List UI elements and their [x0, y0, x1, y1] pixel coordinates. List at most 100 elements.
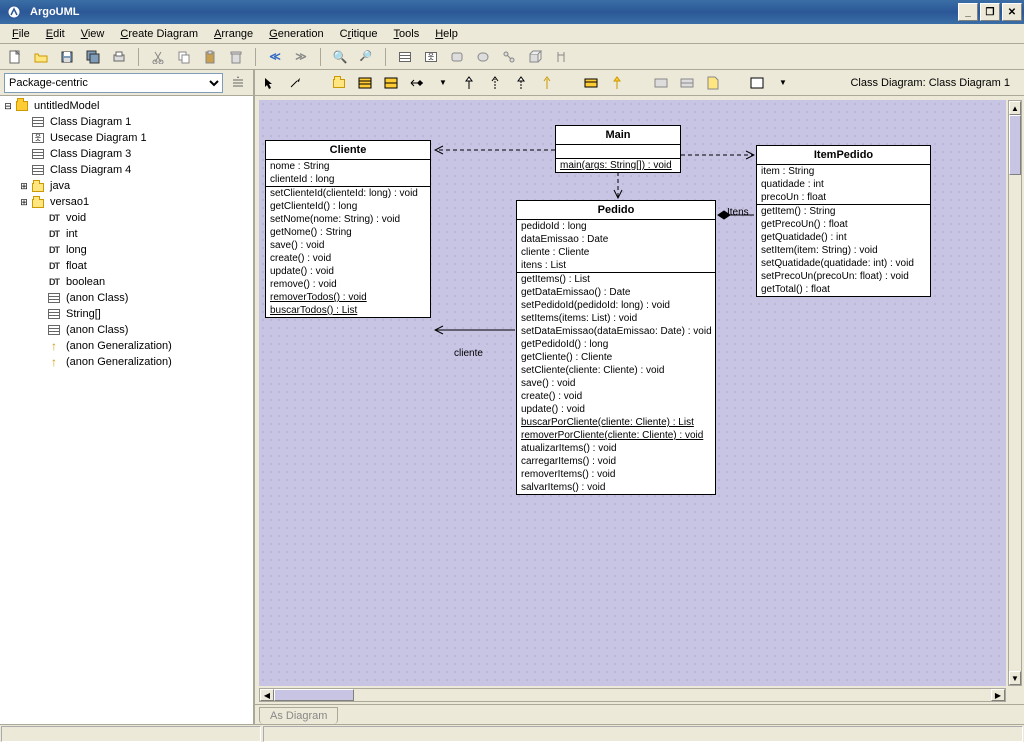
nav-back-icon[interactable]: ≪	[264, 46, 286, 68]
find-icon[interactable]: 🔍	[329, 46, 351, 68]
uml-operation[interactable]: getTotal() : float	[757, 283, 930, 296]
menu-arrange[interactable]: Arrange	[206, 26, 261, 42]
tree-item[interactable]: DTfloat	[2, 258, 251, 274]
uml-operation[interactable]: removerPorCliente(cliente: Cliente) : vo…	[517, 429, 715, 442]
maximize-button[interactable]: ❐	[980, 3, 1000, 21]
uml-operation[interactable]: getClienteId() : long	[266, 200, 430, 213]
scroll-right-icon[interactable]: ▶	[991, 689, 1005, 701]
uml-attribute[interactable]: pedidoId : long	[517, 220, 715, 233]
tree-item[interactable]: ⊞versao1	[2, 194, 251, 210]
attr-tool-icon[interactable]	[537, 73, 557, 93]
class-diagram-icon[interactable]	[394, 46, 416, 68]
tree-item[interactable]: ↑(anon Generalization)	[2, 354, 251, 370]
vertical-scrollbar[interactable]: ▲ ▼	[1008, 100, 1022, 686]
menu-generation[interactable]: Generation	[261, 26, 331, 42]
uml-operation[interactable]: save() : void	[266, 239, 430, 252]
uml-operation[interactable]: getPrecoUn() : float	[757, 218, 930, 231]
save-icon[interactable]	[56, 46, 78, 68]
uml-attribute[interactable]: cliente : Cliente	[517, 246, 715, 259]
uml-class-cliente[interactable]: Clientenome : StringclienteId : longsetC…	[265, 140, 431, 318]
delete-icon[interactable]	[225, 46, 247, 68]
uml-operation[interactable]: getItems() : List	[517, 273, 715, 286]
uml-attribute[interactable]: clienteId : long	[266, 173, 430, 186]
tab-as-diagram[interactable]: As Diagram	[259, 707, 338, 724]
uml-attribute[interactable]: nome : String	[266, 160, 430, 173]
tree-item[interactable]: ↑(anon Generalization)	[2, 338, 251, 354]
uml-operation[interactable]: getNome() : String	[266, 226, 430, 239]
real-tool-icon[interactable]	[511, 73, 531, 93]
uml-class-itempedido[interactable]: ItemPedidoitem : Stringquatidade : intpr…	[756, 145, 931, 297]
paste-icon[interactable]	[199, 46, 221, 68]
model-tree[interactable]: ⊟untitledModelClass Diagram 1웃Usecase Di…	[0, 96, 253, 724]
uml-operation[interactable]: create() : void	[517, 390, 715, 403]
nav-forward-icon[interactable]: ≫	[290, 46, 312, 68]
uml-operation[interactable]: setQuatidade(quatidade: int) : void	[757, 257, 930, 270]
menu-tools[interactable]: Tools	[386, 26, 428, 42]
tree-item[interactable]: ⊞java	[2, 178, 251, 194]
tree-item[interactable]: DTlong	[2, 242, 251, 258]
tree-item[interactable]: ⊟untitledModel	[2, 98, 251, 114]
uml-operation[interactable]: save() : void	[517, 377, 715, 390]
assoc-tool-icon[interactable]	[407, 73, 427, 93]
tree-item[interactable]: DTboolean	[2, 274, 251, 290]
tree-item[interactable]: Class Diagram 4	[2, 162, 251, 178]
scroll-up-icon[interactable]: ▲	[1009, 101, 1021, 115]
uml-operation[interactable]: salvarItems() : void	[517, 481, 715, 494]
uml-operation[interactable]: getCliente() : Cliente	[517, 351, 715, 364]
menu-edit[interactable]: Edit	[38, 26, 73, 42]
uml-operation[interactable]: setDataEmissao(dataEmissao: Date) : void	[517, 325, 715, 338]
menu-help[interactable]: Help	[427, 26, 466, 42]
uml-operation[interactable]: setNome(nome: String) : void	[266, 213, 430, 226]
uml-operation[interactable]: getItem() : String	[757, 205, 930, 218]
tree-toggle-icon[interactable]: ⊟	[2, 101, 14, 112]
dropdown-icon[interactable]: ▼	[433, 73, 453, 93]
select-tool-icon[interactable]	[259, 73, 279, 93]
deploy-diagram-icon[interactable]	[524, 46, 546, 68]
attr-add-icon[interactable]	[581, 73, 601, 93]
uml-operation[interactable]: carregarItems() : void	[517, 455, 715, 468]
close-button[interactable]: ✕	[1002, 3, 1022, 21]
tree-toggle-icon[interactable]: ⊞	[18, 197, 30, 208]
uml-operation[interactable]: setPrecoUn(precoUn: float) : void	[757, 270, 930, 283]
tree-item[interactable]: Class Diagram 3	[2, 146, 251, 162]
tree-item[interactable]: (anon Class)	[2, 290, 251, 306]
scroll-down-icon[interactable]: ▼	[1009, 671, 1021, 685]
op-add-icon[interactable]	[607, 73, 627, 93]
uml-class-pedido[interactable]: PedidopedidoId : longdataEmissao : Datec…	[516, 200, 716, 495]
uml-attribute[interactable]: item : String	[757, 165, 930, 178]
uml-attribute[interactable]: precoUn : float	[757, 191, 930, 204]
uml-operation[interactable]: atualizarItems() : void	[517, 442, 715, 455]
annotation-icon[interactable]	[651, 73, 671, 93]
perspective-select[interactable]: Package-centric	[4, 73, 223, 93]
print-icon[interactable]	[108, 46, 130, 68]
activity-diagram-icon[interactable]	[472, 46, 494, 68]
rect-tool-icon[interactable]	[747, 73, 767, 93]
menu-view[interactable]: View	[73, 26, 113, 42]
uml-attribute[interactable]: dataEmissao : Date	[517, 233, 715, 246]
dropdown2-icon[interactable]: ▼	[773, 73, 793, 93]
minimize-button[interactable]: _	[958, 3, 978, 21]
uml-operation[interactable]: remove() : void	[266, 278, 430, 291]
uml-operation[interactable]: getPedidoId() : long	[517, 338, 715, 351]
config-perspective-icon[interactable]	[227, 72, 249, 94]
uml-operation[interactable]: setItems(items: List) : void	[517, 312, 715, 325]
uml-operation[interactable]: setCliente(cliente: Cliente) : void	[517, 364, 715, 377]
uml-attribute[interactable]: itens : List	[517, 259, 715, 272]
uml-operation[interactable]: removerItems() : void	[517, 468, 715, 481]
vscroll-thumb[interactable]	[1009, 115, 1021, 175]
tree-item[interactable]: Class Diagram 1	[2, 114, 251, 130]
copy-icon[interactable]	[173, 46, 195, 68]
save-all-icon[interactable]	[82, 46, 104, 68]
tree-item[interactable]: (anon Class)	[2, 322, 251, 338]
uml-operation[interactable]: setPedidoId(pedidoId: long) : void	[517, 299, 715, 312]
uml-operation[interactable]: getQuatidade() : int	[757, 231, 930, 244]
zoom-icon[interactable]: 🔎	[355, 46, 377, 68]
tree-toggle-icon[interactable]: ⊞	[18, 181, 30, 192]
uml-class-main[interactable]: Main main(args: String[]) : void	[555, 125, 681, 173]
uml-attribute[interactable]: quatidade : int	[757, 178, 930, 191]
uml-operation[interactable]: buscarPorCliente(cliente: Cliente) : Lis…	[517, 416, 715, 429]
uml-operation[interactable]: update() : void	[266, 265, 430, 278]
scroll-left-icon[interactable]: ◀	[260, 689, 274, 701]
collab-diagram-icon[interactable]	[498, 46, 520, 68]
diagram-canvas[interactable]: cliente Itens Main main(args: String[]) …	[259, 100, 1006, 686]
